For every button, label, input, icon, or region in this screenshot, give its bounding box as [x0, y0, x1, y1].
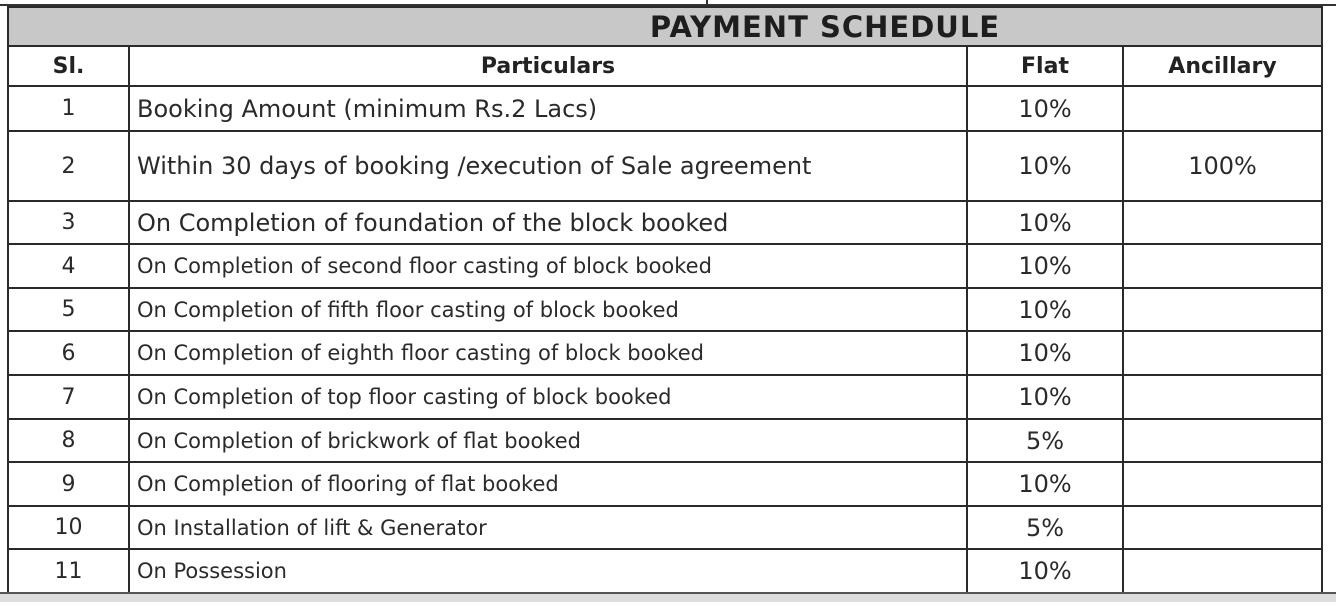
cell-sl: 3	[7, 200, 130, 245]
cell-sl: 4	[7, 243, 130, 289]
cell-ancillary	[1122, 374, 1323, 420]
cell-flat: 10%	[966, 287, 1124, 332]
cell-flat: 10%	[966, 200, 1124, 245]
cell-flat: 5%	[966, 505, 1124, 550]
cell-flat: 10%	[966, 374, 1124, 420]
cell-ancillary	[1122, 330, 1323, 376]
table-row: 1 Booking Amount (minimum Rs.2 Lacs) 10%	[7, 85, 1323, 132]
cell-ancillary	[1122, 548, 1323, 594]
cell-sl: 10	[7, 505, 130, 550]
cell-sl: 1	[7, 85, 130, 132]
cell-particulars: On Installation of lift & Generator	[128, 505, 968, 550]
cell-ancillary: 100%	[1122, 130, 1323, 202]
cell-particulars: On Completion of foundation of the block…	[128, 200, 968, 245]
header-ancillary: Ancillary	[1122, 45, 1323, 87]
table-row: 2 Within 30 days of booking /execution of…	[7, 130, 1323, 202]
cell-sl: 6	[7, 330, 130, 376]
header-flat: Flat	[966, 45, 1124, 87]
cell-flat: 5%	[966, 418, 1124, 463]
cell-ancillary	[1122, 200, 1323, 245]
cell-particulars: Booking Amount (minimum Rs.2 Lacs)	[128, 85, 968, 132]
table-row: 5 On Completion of fifth floor casting of…	[7, 287, 1323, 332]
cell-particulars: On Completion of top floor casting of bl…	[128, 374, 968, 420]
cell-sl: 5	[7, 287, 130, 332]
cell-particulars: On Completion of second floor casting of…	[128, 243, 968, 289]
cell-particulars: On Possession	[128, 548, 968, 594]
cell-flat: 10%	[966, 85, 1124, 132]
table-row: 6 On Completion of eighth floor casting o…	[7, 330, 1323, 376]
header-sl: Sl.	[7, 45, 130, 87]
cell-sl: 8	[7, 418, 130, 463]
cell-ancillary	[1122, 505, 1323, 550]
cell-flat: 10%	[966, 243, 1124, 289]
cell-ancillary	[1122, 243, 1323, 289]
cell-sl: 11	[7, 548, 130, 594]
cell-particulars: On Completion of fifth floor casting of …	[128, 287, 968, 332]
cell-flat: 10%	[966, 461, 1124, 507]
table-title: PAYMENT SCHEDULE	[7, 6, 1323, 47]
cell-ancillary	[1122, 287, 1323, 332]
cell-sl: 7	[7, 374, 130, 420]
table-row: 4 On Completion of second floor casting o…	[7, 243, 1323, 289]
table-row: 7 On Completion of top floor casting of b…	[7, 374, 1323, 420]
cell-particulars: Within 30 days of booking /execution of …	[128, 130, 968, 202]
cell-sl: 9	[7, 461, 130, 507]
cell-sl: 2	[7, 130, 130, 202]
cell-particulars: On Completion of flooring of flat booked	[128, 461, 968, 507]
cell-flat: 10%	[966, 330, 1124, 376]
cell-particulars: On Completion of brickwork of flat booke…	[128, 418, 968, 463]
cell-ancillary	[1122, 418, 1323, 463]
payment-schedule-table: PAYMENT SCHEDULE Sl. Particulars Flat An…	[7, 6, 1323, 594]
table-row: 11 On Possession 10%	[7, 548, 1323, 594]
table-row: 9 On Completion of flooring of flat booke…	[7, 461, 1323, 507]
top-border	[0, 0, 1336, 6]
table-row: 8 On Completion of brickwork of flat book…	[7, 418, 1323, 463]
divider	[706, 0, 708, 6]
cell-flat: 10%	[966, 130, 1124, 202]
header-particulars: Particulars	[128, 45, 968, 87]
table-row: 3 On Completion of foundation of the bloc…	[7, 200, 1323, 245]
bottom-border	[0, 592, 1336, 602]
cell-flat: 10%	[966, 548, 1124, 594]
cell-ancillary	[1122, 85, 1323, 132]
table-row: 10 On Installation of lift & Generator 5%	[7, 505, 1323, 550]
cell-ancillary	[1122, 461, 1323, 507]
cell-particulars: On Completion of eighth floor casting of…	[128, 330, 968, 376]
